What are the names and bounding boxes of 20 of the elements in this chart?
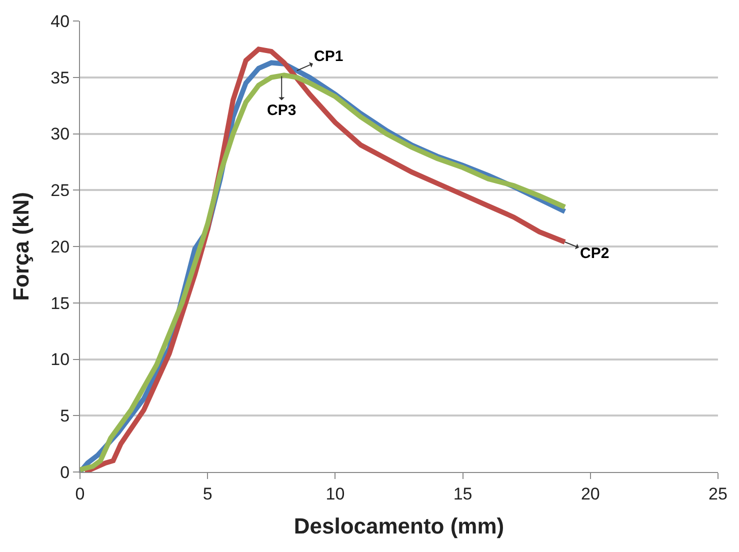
annotation: CP1 — [314, 48, 344, 65]
x-tick-label: 10 — [326, 484, 345, 504]
x-tick-label: 0 — [75, 484, 85, 504]
y-tick-label: 20 — [50, 237, 70, 256]
x-tick-label: 25 — [708, 484, 728, 504]
annotation: CP2 — [580, 245, 610, 262]
y-tick-label: 40 — [50, 12, 70, 31]
annotation: CP3 — [267, 102, 296, 119]
y-tick-label: 5 — [60, 406, 70, 426]
x-tick-label: 5 — [202, 484, 212, 504]
y-tick-label: 25 — [50, 181, 70, 200]
x-tick-label: 20 — [580, 484, 600, 504]
y-tick-label: 0 — [60, 462, 70, 482]
x-axis-title: Deslocamento (mm) — [294, 513, 504, 538]
x-tick-label: 15 — [453, 484, 472, 504]
y-axis-title: Força (kN) — [8, 192, 34, 301]
y-tick-label: 35 — [50, 68, 70, 88]
y-tick-label: 10 — [50, 350, 70, 370]
y-tick-label: 15 — [50, 294, 70, 313]
y-tick-label: 30 — [50, 124, 70, 144]
